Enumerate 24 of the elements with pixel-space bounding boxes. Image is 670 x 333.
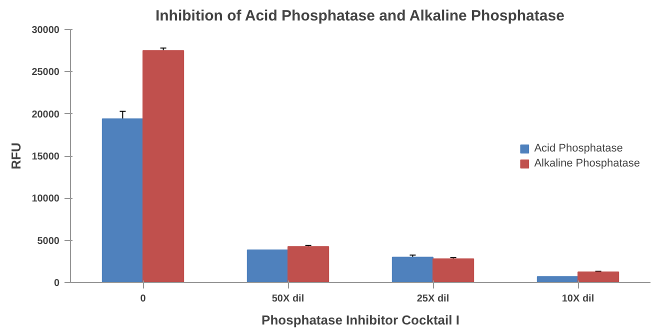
bar — [102, 118, 144, 282]
legend-label: Alkaline Phosphatase — [534, 157, 640, 169]
bar — [288, 246, 330, 282]
chart-title: Inhibition of Acid Phosphatase and Alkaline Phosphatase — [155, 8, 564, 24]
y-tick-label: 0 — [54, 278, 60, 289]
y-tick-label: 5000 — [37, 236, 60, 247]
x-tick-label: 25X dil — [416, 294, 450, 304]
y-tick-label: 15000 — [32, 152, 60, 162]
x-axis-title: Phosphatase Inhibitor Cocktail I — [262, 312, 460, 328]
y-tick-label: 10000 — [32, 194, 60, 205]
x-tick-label: 50X dil — [272, 294, 304, 304]
bar — [142, 50, 184, 282]
bar — [536, 276, 578, 282]
y-tick-label: 30000 — [32, 25, 60, 36]
bar — [392, 256, 434, 282]
bar — [432, 258, 474, 282]
bar — [246, 250, 288, 282]
y-tick-label: 25000 — [32, 67, 60, 78]
y-tick-label: 20000 — [32, 109, 60, 120]
x-tick-label: 10X dil — [562, 294, 594, 304]
x-tick-label: 0 — [140, 294, 146, 304]
y-axis-title: RFU — [8, 142, 24, 170]
legend-label: Acid Phosphatase — [534, 142, 623, 154]
bar — [578, 271, 620, 282]
